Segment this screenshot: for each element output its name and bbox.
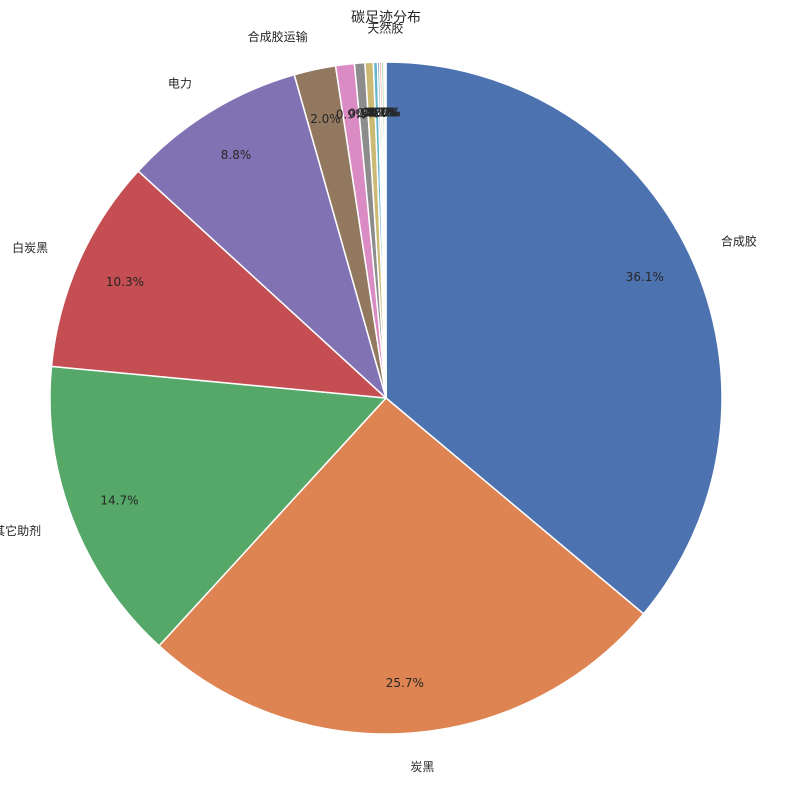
category-label: 炭黑 bbox=[410, 760, 434, 774]
percentage-label: 10.3% bbox=[106, 275, 144, 289]
percentage-label: 2.0% bbox=[310, 112, 341, 126]
category-label: 电力 bbox=[168, 76, 192, 90]
percentage-label: 0.0% bbox=[370, 105, 401, 119]
category-label: 天然胶 bbox=[367, 20, 403, 35]
category-label: 其它助剂 bbox=[0, 523, 41, 538]
pie-slice bbox=[384, 61, 387, 399]
pie-slice bbox=[49, 365, 387, 647]
category-label: 合成胶 bbox=[721, 234, 757, 249]
category-label: 白炭黑 bbox=[12, 240, 48, 255]
percentage-label: 0.9% bbox=[336, 108, 367, 122]
percentage-label: 0.1% bbox=[368, 105, 399, 119]
percentage-labels: 36.1% 25.7% 14.7% 10.3% 8.8% 2.0%0.9%0.5%0.4%… bbox=[100, 105, 663, 690]
percentage-label: 25.7% bbox=[386, 676, 424, 690]
category-label: 合成胶运输 bbox=[248, 29, 308, 44]
percentage-label: 0.2% bbox=[362, 106, 393, 120]
pie-slice bbox=[50, 170, 387, 399]
percentage-label: 0.0% bbox=[369, 105, 400, 119]
percentage-label: 0.4% bbox=[356, 106, 387, 120]
percentage-label: 8.8% bbox=[221, 148, 252, 162]
percentage-label: 0.5% bbox=[348, 106, 379, 120]
percentage-label: 14.7% bbox=[100, 494, 138, 508]
percentage-label: 36.1% bbox=[626, 270, 664, 284]
pie-slices bbox=[49, 61, 723, 735]
percentage-label: 0.1% bbox=[366, 105, 397, 119]
chart-title: 碳足迹分布 bbox=[351, 10, 421, 26]
pie-slice bbox=[385, 61, 723, 615]
percentage-label: 0.1% bbox=[364, 105, 395, 119]
pie-slice bbox=[158, 397, 645, 735]
pie-slice bbox=[137, 74, 387, 399]
